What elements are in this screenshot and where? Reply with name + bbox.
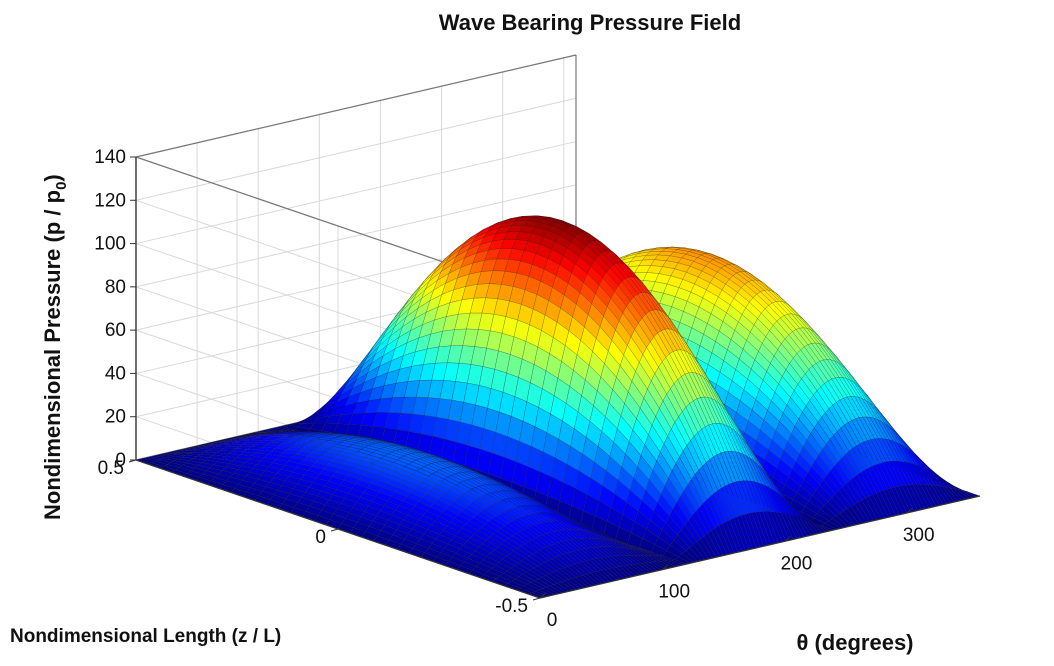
tick-label-theta: 200	[781, 553, 813, 574]
z-axis-label-subscript: 0	[53, 182, 70, 190]
tick-mark-length	[532, 597, 541, 601]
tick-label-length: 0	[315, 527, 326, 548]
tick-label-pressure: 120	[94, 190, 126, 211]
z-axis-label-close: )	[40, 174, 65, 181]
tick-label-pressure: 140	[94, 147, 126, 168]
y-axis-label: Nondimensional Length (z / L)	[10, 626, 281, 647]
tick-label-theta: 300	[903, 525, 935, 546]
z-axis-label: Nondimensional Pressure (p / p0)	[40, 174, 70, 520]
gridline-z-back	[135, 97, 577, 201]
pressure-surface	[135, 215, 981, 599]
x-axis-label: θ (degrees)	[796, 630, 913, 655]
tick-label-length: -0.5	[495, 596, 528, 617]
z-axis-label-main: Nondimensional Pressure (p / p	[40, 190, 65, 520]
chart-title: Wave Bearing Pressure Field	[439, 10, 741, 35]
box-edge-back-top	[135, 54, 577, 158]
tick-label-pressure: 20	[105, 407, 126, 428]
tick-mark-length	[330, 528, 339, 532]
tick-label-pressure: 0	[115, 450, 126, 471]
tick-label-pressure: 80	[105, 277, 126, 298]
tick-label-theta: 100	[658, 582, 690, 603]
tick-label-pressure: 100	[94, 234, 126, 255]
tick-label-pressure: 40	[105, 363, 126, 384]
tick-label-pressure: 60	[105, 320, 126, 341]
tick-label-theta: 0	[547, 610, 558, 631]
